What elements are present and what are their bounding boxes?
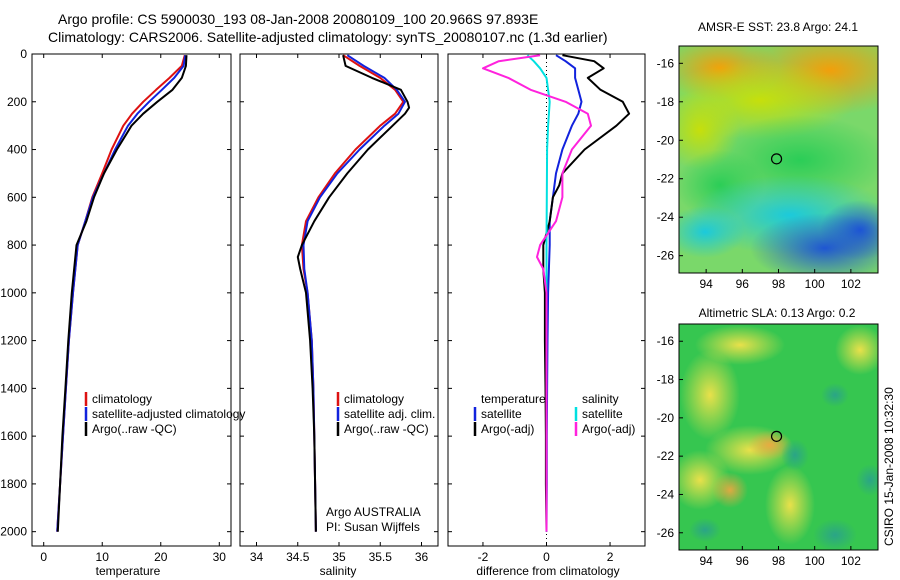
x-tick-label: 0	[40, 550, 47, 564]
x-tick-label: 0	[543, 550, 550, 564]
x-tick-label: 35.5	[369, 550, 393, 564]
x-tick-label: 30	[213, 550, 227, 564]
map-x-tick-label: 96	[736, 554, 750, 568]
depth-tick-label: 2000	[0, 525, 27, 539]
map-x-tick-label: 100	[805, 554, 825, 568]
series-line-climatology	[56, 54, 186, 532]
annotation-institution: Argo AUSTRALIA	[326, 505, 421, 519]
legend-label-climatology: climatology	[344, 392, 404, 406]
legend-label-temp-satellite: satellite	[481, 407, 522, 421]
map-y-tick-label: -18	[657, 373, 675, 387]
map-x-tick-label: 102	[841, 277, 861, 291]
salinity-x-axis: 34 34.5 35 35.5 36	[250, 54, 429, 564]
depth-tick-label: 800	[7, 238, 27, 252]
legend-title-salinity: salinity	[582, 392, 619, 406]
salinity-profiles	[296, 54, 411, 532]
x-tick-label: 20	[154, 550, 168, 564]
map-x-tick-label: 98	[772, 554, 786, 568]
sst-map-title: AMSR-E SST: 23.8 Argo: 24.1	[698, 20, 858, 34]
argo-location-marker	[770, 430, 783, 442]
map-y-tick-label: -26	[657, 526, 675, 540]
temperature-x-axis: 0 10 20 30	[40, 54, 226, 564]
temperature-panel-frame	[31, 53, 232, 547]
series-line-temperature-argo-adj	[542, 54, 631, 532]
x-tick-label: 10	[96, 550, 110, 564]
series-line-temperature-satellite	[545, 54, 583, 532]
depth-tick-label: 200	[7, 95, 27, 109]
difference-profiles	[482, 54, 631, 532]
legend-label-satellite: satellite-adjusted climatology	[92, 407, 245, 421]
map-x-tick-label: 94	[699, 554, 713, 568]
salinity-x-label: salinity	[320, 564, 357, 578]
depth-axis: 0 200 400 600 800 1000 1200 1400 1600 1800 2000	[0, 47, 645, 539]
legend-label-argo: Argo(..raw -QC)	[344, 422, 429, 436]
series-line-satellite-adjusted-climatology	[56, 55, 187, 532]
legend-label-sal-argo: Argo(-adj)	[582, 422, 635, 436]
map-y-tick-label: -18	[657, 95, 675, 109]
map-y-tick-label: -16	[657, 334, 675, 348]
sla-map-title: Altimetric SLA: 0.13 Argo: 0.2	[699, 306, 856, 320]
difference-x-axis: -2 0 2	[478, 54, 614, 564]
legend-label-argo: Argo(..raw -QC)	[92, 422, 177, 436]
argo-location-marker	[770, 153, 783, 165]
x-tick-label: -2	[478, 550, 489, 564]
sla-map: Altimetric SLA: 0.13 Argo: 0.2 94 96 98 100…	[657, 306, 879, 568]
depth-tick-label: 600	[7, 190, 27, 204]
series-line-argo-raw-qc	[296, 54, 411, 532]
sst-map-axes: 94 96 98 100 102 -16 -18 -20 -22 -24 -26	[657, 56, 862, 291]
x-tick-label: 2	[607, 550, 614, 564]
x-tick-label: 34.5	[286, 550, 310, 564]
map-y-tick-label: -22	[657, 449, 675, 463]
map-x-tick-label: 98	[772, 277, 786, 291]
depth-tick-label: 0	[20, 47, 27, 61]
map-x-tick-label: 94	[699, 277, 713, 291]
temperature-legend: climatology satellite-adjusted climatolo…	[84, 392, 245, 436]
sla-map-axes: 94 96 98 100 102 -16 -18 -20 -22 -24 -26	[657, 334, 862, 568]
legend-label-temp-argo: Argo(-adj)	[481, 422, 534, 436]
x-tick-label: 34	[250, 550, 264, 564]
map-y-tick-label: -22	[657, 172, 675, 186]
salinity-panel-frame	[239, 53, 439, 547]
map-x-tick-label: 100	[805, 277, 825, 291]
map-x-tick-label: 96	[736, 277, 750, 291]
legend-title-temperature: temperature	[481, 392, 546, 406]
map-y-tick-label: -20	[657, 411, 675, 425]
annotation-pi: PI: Susan Wijffels	[326, 520, 420, 534]
series-line-climatology	[300, 54, 405, 532]
depth-tick-label: 1000	[0, 286, 27, 300]
depth-tick-label: 400	[7, 143, 27, 157]
series-line-satellite-adj-clim	[302, 54, 406, 532]
header-title-line1: Argo profile: CS 5900030_193 08-Jan-2008…	[58, 11, 538, 27]
sst-map-field	[679, 46, 878, 273]
depth-tick-label: 1600	[0, 429, 27, 443]
series-line-salinity-argo-adj	[482, 54, 592, 532]
map-y-tick-label: -24	[657, 210, 675, 224]
map-y-tick-label: -16	[657, 56, 675, 70]
sst-map: AMSR-E SST: 23.8 Argo: 24.1 94 96 98 100 102…	[657, 20, 879, 291]
series-line-argo-raw-qc	[56, 55, 188, 532]
legend-label-satellite: satellite adj. clim.	[344, 407, 435, 421]
map-x-tick-label: 102	[841, 554, 861, 568]
header-title-line2: Climatology: CARS2006. Satellite-adjuste…	[48, 29, 608, 45]
depth-tick-label: 1400	[0, 381, 27, 395]
map-y-tick-label: -24	[657, 487, 675, 501]
temperature-x-label: temperature	[96, 564, 161, 578]
map-y-tick-label: -26	[657, 249, 675, 263]
sla-map-field	[679, 324, 878, 550]
difference-legend: temperature satellite Argo(-adj) salinit…	[473, 392, 635, 436]
depth-tick-label: 1200	[0, 334, 27, 348]
salinity-legend: climatology satellite adj. clim. Argo(..…	[326, 392, 435, 534]
depth-tick-label: 1800	[0, 477, 27, 491]
legend-label-sal-satellite: satellite	[582, 407, 623, 421]
temperature-profiles	[56, 54, 188, 532]
map-y-tick-label: -20	[657, 133, 675, 147]
side-timestamp-label: CSIRO 15-Jan-2008 10:32:30	[882, 387, 896, 546]
x-tick-label: 35	[332, 550, 346, 564]
x-tick-label: 36	[415, 550, 429, 564]
legend-label-climatology: climatology	[92, 392, 152, 406]
difference-x-label: difference from climatology	[476, 564, 619, 578]
